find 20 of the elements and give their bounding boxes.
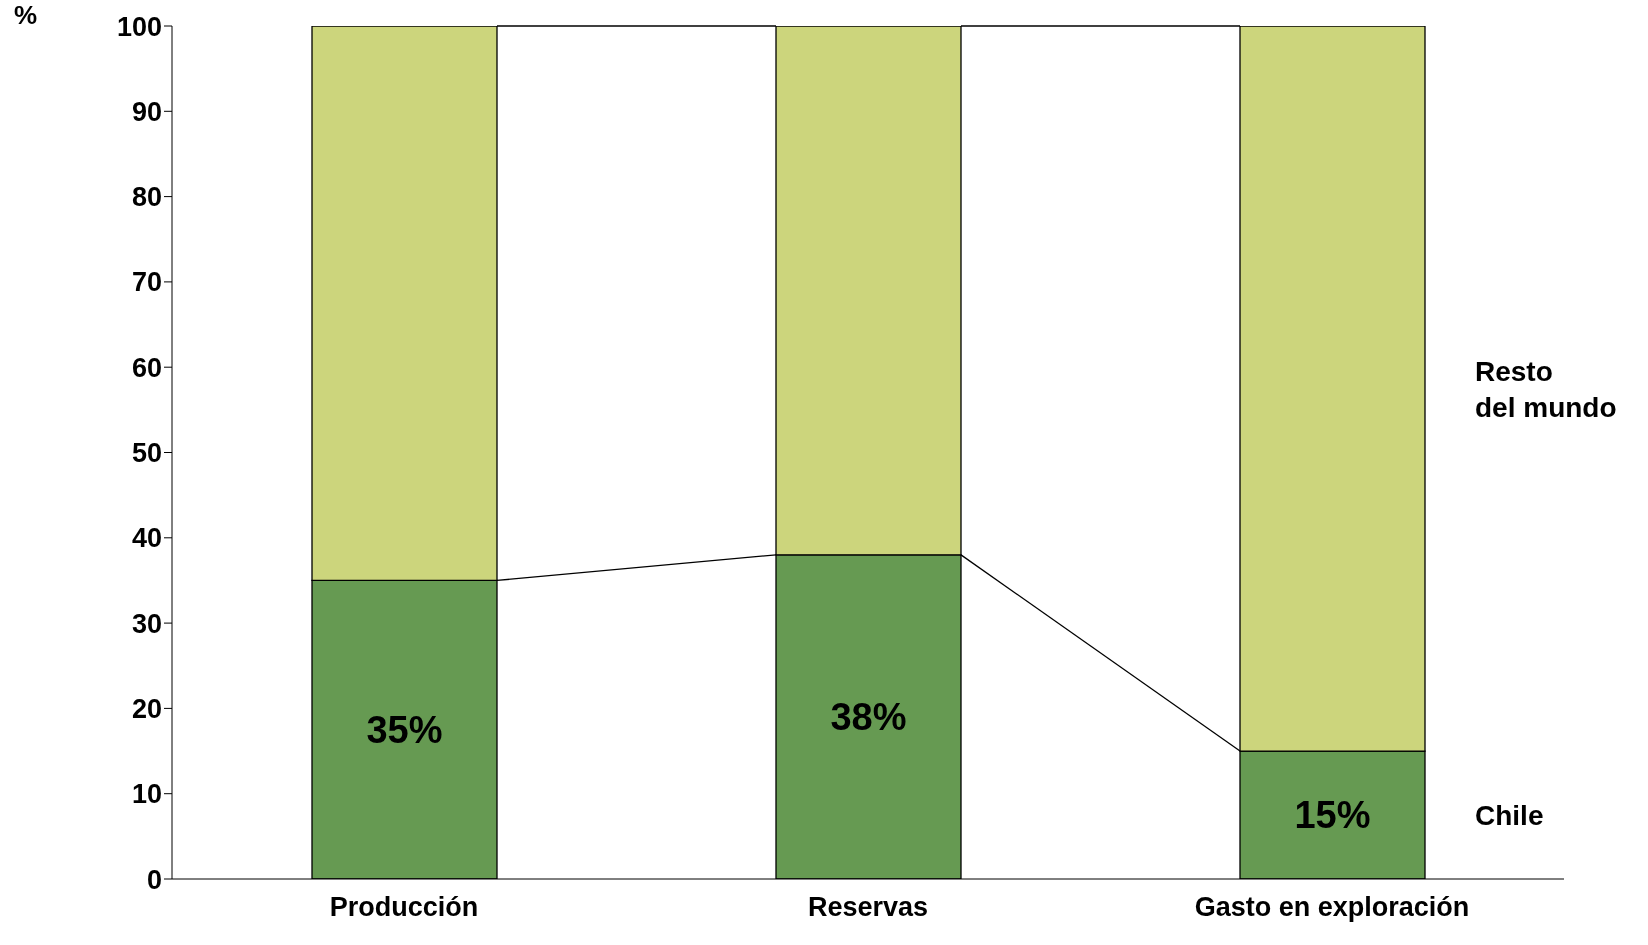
- y-tick-label: 60: [131, 352, 162, 383]
- y-tick-label: 20: [131, 693, 162, 724]
- y-tick-label: 70: [131, 267, 162, 298]
- data-label: 15%: [1294, 794, 1371, 837]
- y-tick-label: 30: [131, 608, 162, 639]
- x-tick-label: Producción: [329, 892, 479, 923]
- series-label: Resto del mundo: [1475, 355, 1617, 423]
- y-tick-label: 90: [131, 96, 162, 127]
- x-tick-label: Gasto en exploración: [1194, 892, 1470, 923]
- data-label: 35%: [366, 708, 443, 751]
- y-axis-title: %: [14, 0, 38, 30]
- y-tick-label: 50: [131, 438, 162, 469]
- x-tick-label: Reservas: [807, 892, 929, 923]
- data-label: 38%: [830, 695, 907, 738]
- y-tick-label: 100: [116, 11, 162, 42]
- series-label: Chile: [1475, 799, 1544, 831]
- y-tick-label: 0: [146, 864, 162, 895]
- y-tick-label: 10: [131, 779, 162, 810]
- y-tick-label: 40: [131, 523, 162, 554]
- y-tick-label: 80: [131, 182, 162, 213]
